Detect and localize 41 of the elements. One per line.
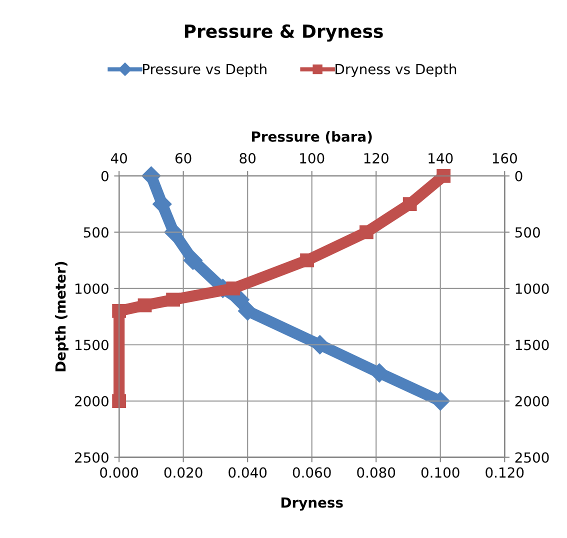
legend-label: Pressure vs Depth — [143, 64, 266, 78]
point — [112, 394, 126, 408]
x2-tick-label: 60 — [175, 153, 192, 164]
point — [402, 197, 417, 212]
x-tick-label: 0.020 — [164, 467, 202, 478]
point — [112, 304, 126, 318]
point — [360, 225, 374, 240]
x-tick-label: 0.120 — [486, 467, 524, 478]
y-axis-title: Depth (meter) — [55, 262, 68, 372]
point — [436, 168, 451, 183]
y-tick-label: 2500 — [75, 452, 108, 463]
y-tick-label: 1500 — [76, 340, 108, 350]
x2-tick-label: 160 — [492, 153, 517, 164]
y-tick-label: 1000 — [76, 283, 108, 294]
x-tick-label: 0.040 — [228, 467, 267, 478]
x2-tick-label: 140 — [428, 153, 453, 164]
chart-title: Pressure & Dryness — [184, 24, 383, 42]
x-tick-label: 0.080 — [357, 467, 396, 478]
y2-tick-label: 500 — [515, 227, 540, 238]
point — [300, 253, 314, 268]
legend-label: Dryness vs Depth — [336, 64, 456, 78]
point — [138, 298, 152, 312]
x-tick-label: 0.100 — [421, 467, 460, 478]
y-tick-label: 2000 — [75, 396, 108, 406]
x-tick-label: 0.060 — [292, 467, 331, 478]
y2-tick-label: 2500 — [515, 452, 549, 463]
x2-tick-label: 40 — [110, 153, 127, 164]
y2-tick-label: 1500 — [516, 340, 549, 350]
y2-tick-label: 2000 — [515, 396, 549, 406]
x2-tick-label: 120 — [364, 153, 388, 164]
y-tick-label: 0 — [101, 170, 108, 182]
y-tick-label: 500 — [84, 227, 108, 238]
x2-axis-title: Pressure (bara) — [252, 131, 372, 144]
x2-tick-label: 80 — [240, 153, 256, 164]
x2-tick-label: 100 — [300, 153, 324, 164]
y2-tick-label: 1000 — [516, 283, 549, 294]
point — [166, 292, 180, 307]
y2-tick-label: 0 — [515, 170, 522, 182]
point — [226, 282, 240, 296]
x-axis-title: Dryness — [281, 497, 343, 511]
x-tick-label: 0.000 — [100, 467, 138, 478]
